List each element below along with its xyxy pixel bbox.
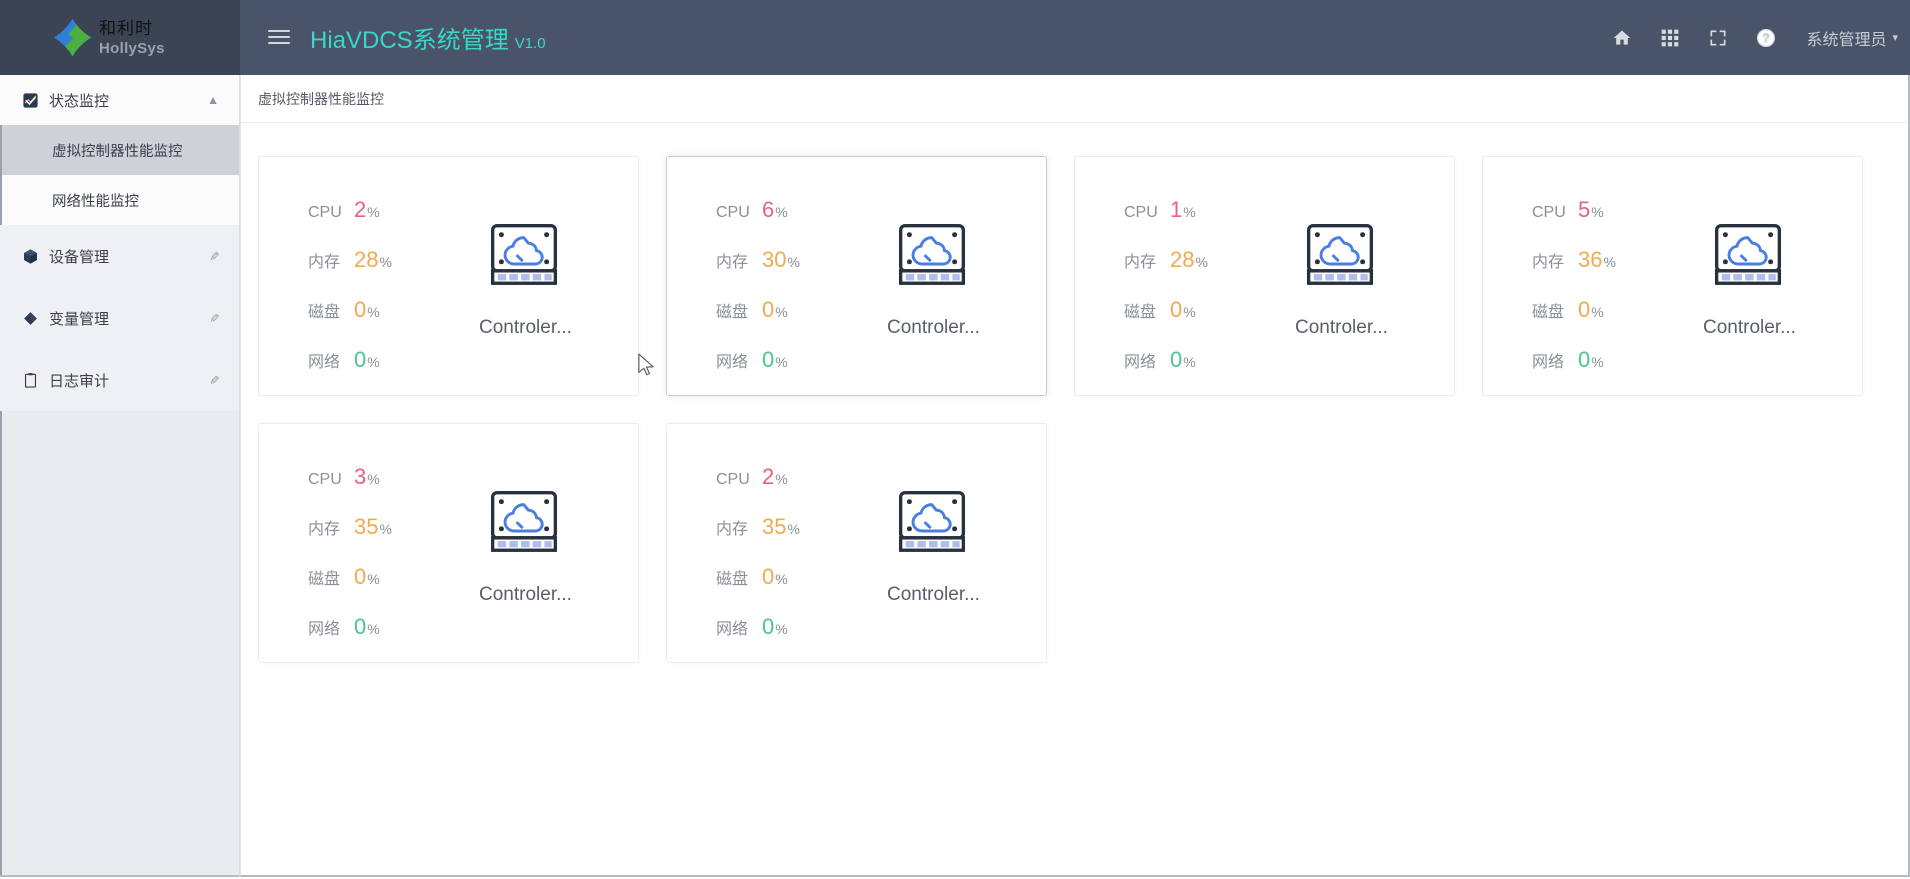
svg-text:?: ?: [1763, 32, 1770, 45]
